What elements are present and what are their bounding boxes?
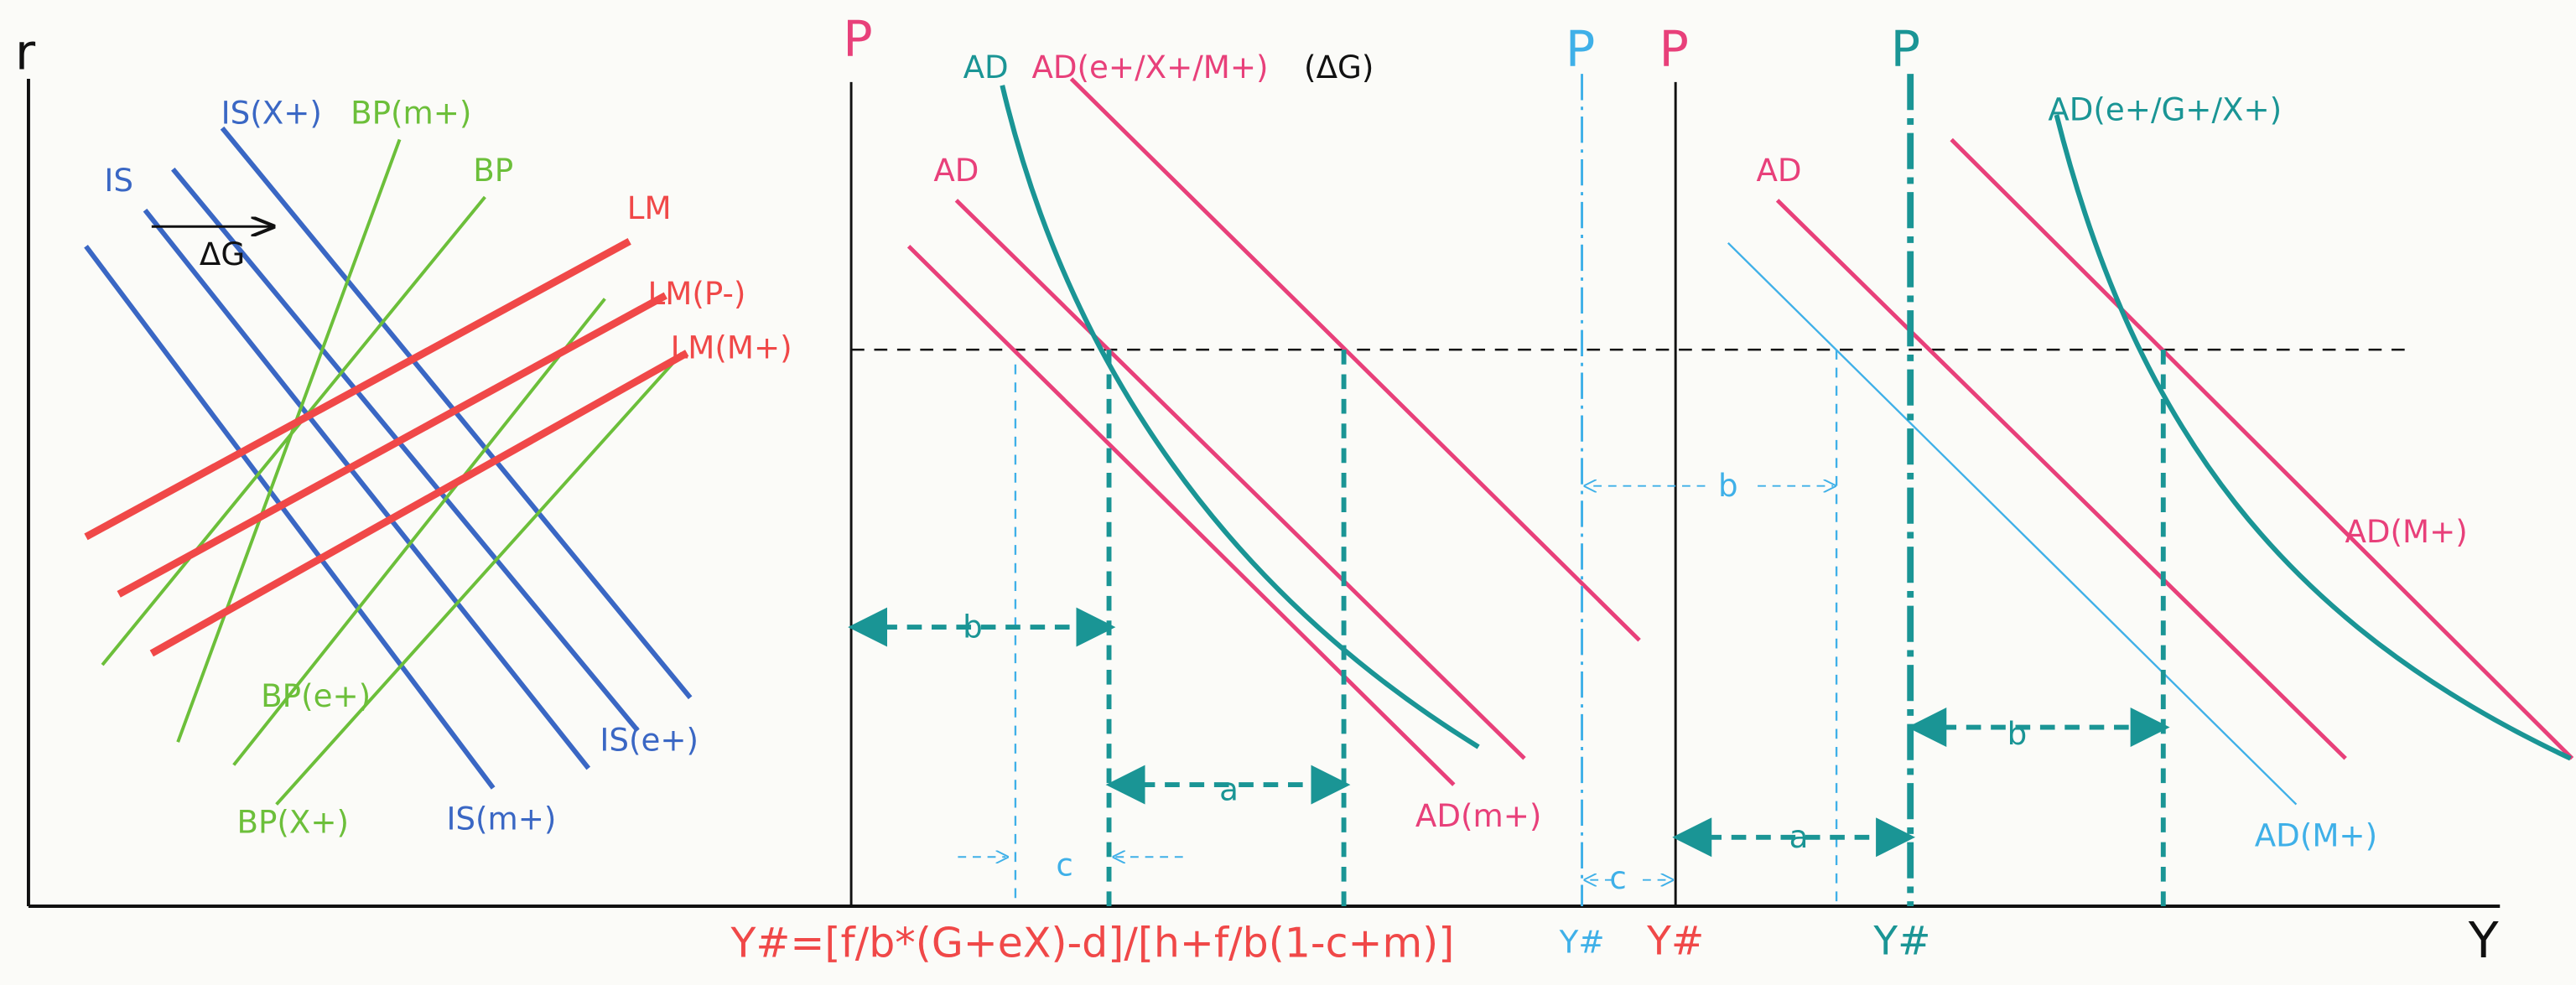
curve-label: AD(M+) [2255,817,2377,853]
gap-label: c [1609,859,1626,896]
curve-label: AD(e+/X+/M+) [1031,49,1268,86]
curve-label: BP [473,152,513,189]
curve-label: AD [963,49,1009,86]
curve-label: AD [1757,152,1802,189]
curve-label: BP(X+) [236,804,349,841]
ad-lines [906,77,2574,786]
formula: Y#=[f/b*(G+eX)-d]/[h+f/b(1-c+m)] [730,920,1455,967]
curve-label: IS(X+) [221,95,322,132]
curve-label: AD [933,152,979,189]
is-curves [84,126,693,790]
gap-label: b [1718,467,1738,504]
curve-label: IS [104,162,133,199]
ad-curves [1000,85,2572,761]
curve-label: BP(e+) [261,677,371,714]
gap-label: b [2007,715,2028,752]
axis-label: P [1891,20,1920,78]
curve-label: LM(P-) [648,275,746,312]
light-arrows [958,486,1833,880]
axis-label: P [843,10,872,68]
axis-label: P [1659,20,1688,78]
axes [26,79,2501,908]
bp-curves [101,138,683,806]
gap-label: b [963,609,983,645]
curve-label: LM [627,189,672,226]
axis-label: P [1566,20,1595,78]
curve-label: LM(M+) [671,329,792,366]
gap-label: a [1789,818,1809,855]
axis-label: Y [2468,911,2499,969]
curve-label: BP(m+) [351,95,471,132]
curve-label: IS(e+) [600,722,699,759]
curve-label: AD(m+) [1415,797,1541,834]
ad-line-light [1727,241,2298,806]
gap-label: c [1056,847,1072,884]
curve-label: IS(m+) [446,801,556,837]
gap-label: a [1219,770,1239,807]
output-label: Y# [1559,924,1605,961]
shift-label: ΔG [200,236,245,272]
lm-curves [84,238,689,657]
gap-arrows [848,607,2170,858]
output-label: Y# [1872,919,1930,965]
curve-label: AD(e+/G+/X+) [2048,91,2282,128]
shift-label: (ΔG) [1304,49,1374,86]
output-label: Y# [1646,919,1704,965]
axis-label: r [15,23,36,81]
curve-label: AD(M+) [2345,513,2467,550]
